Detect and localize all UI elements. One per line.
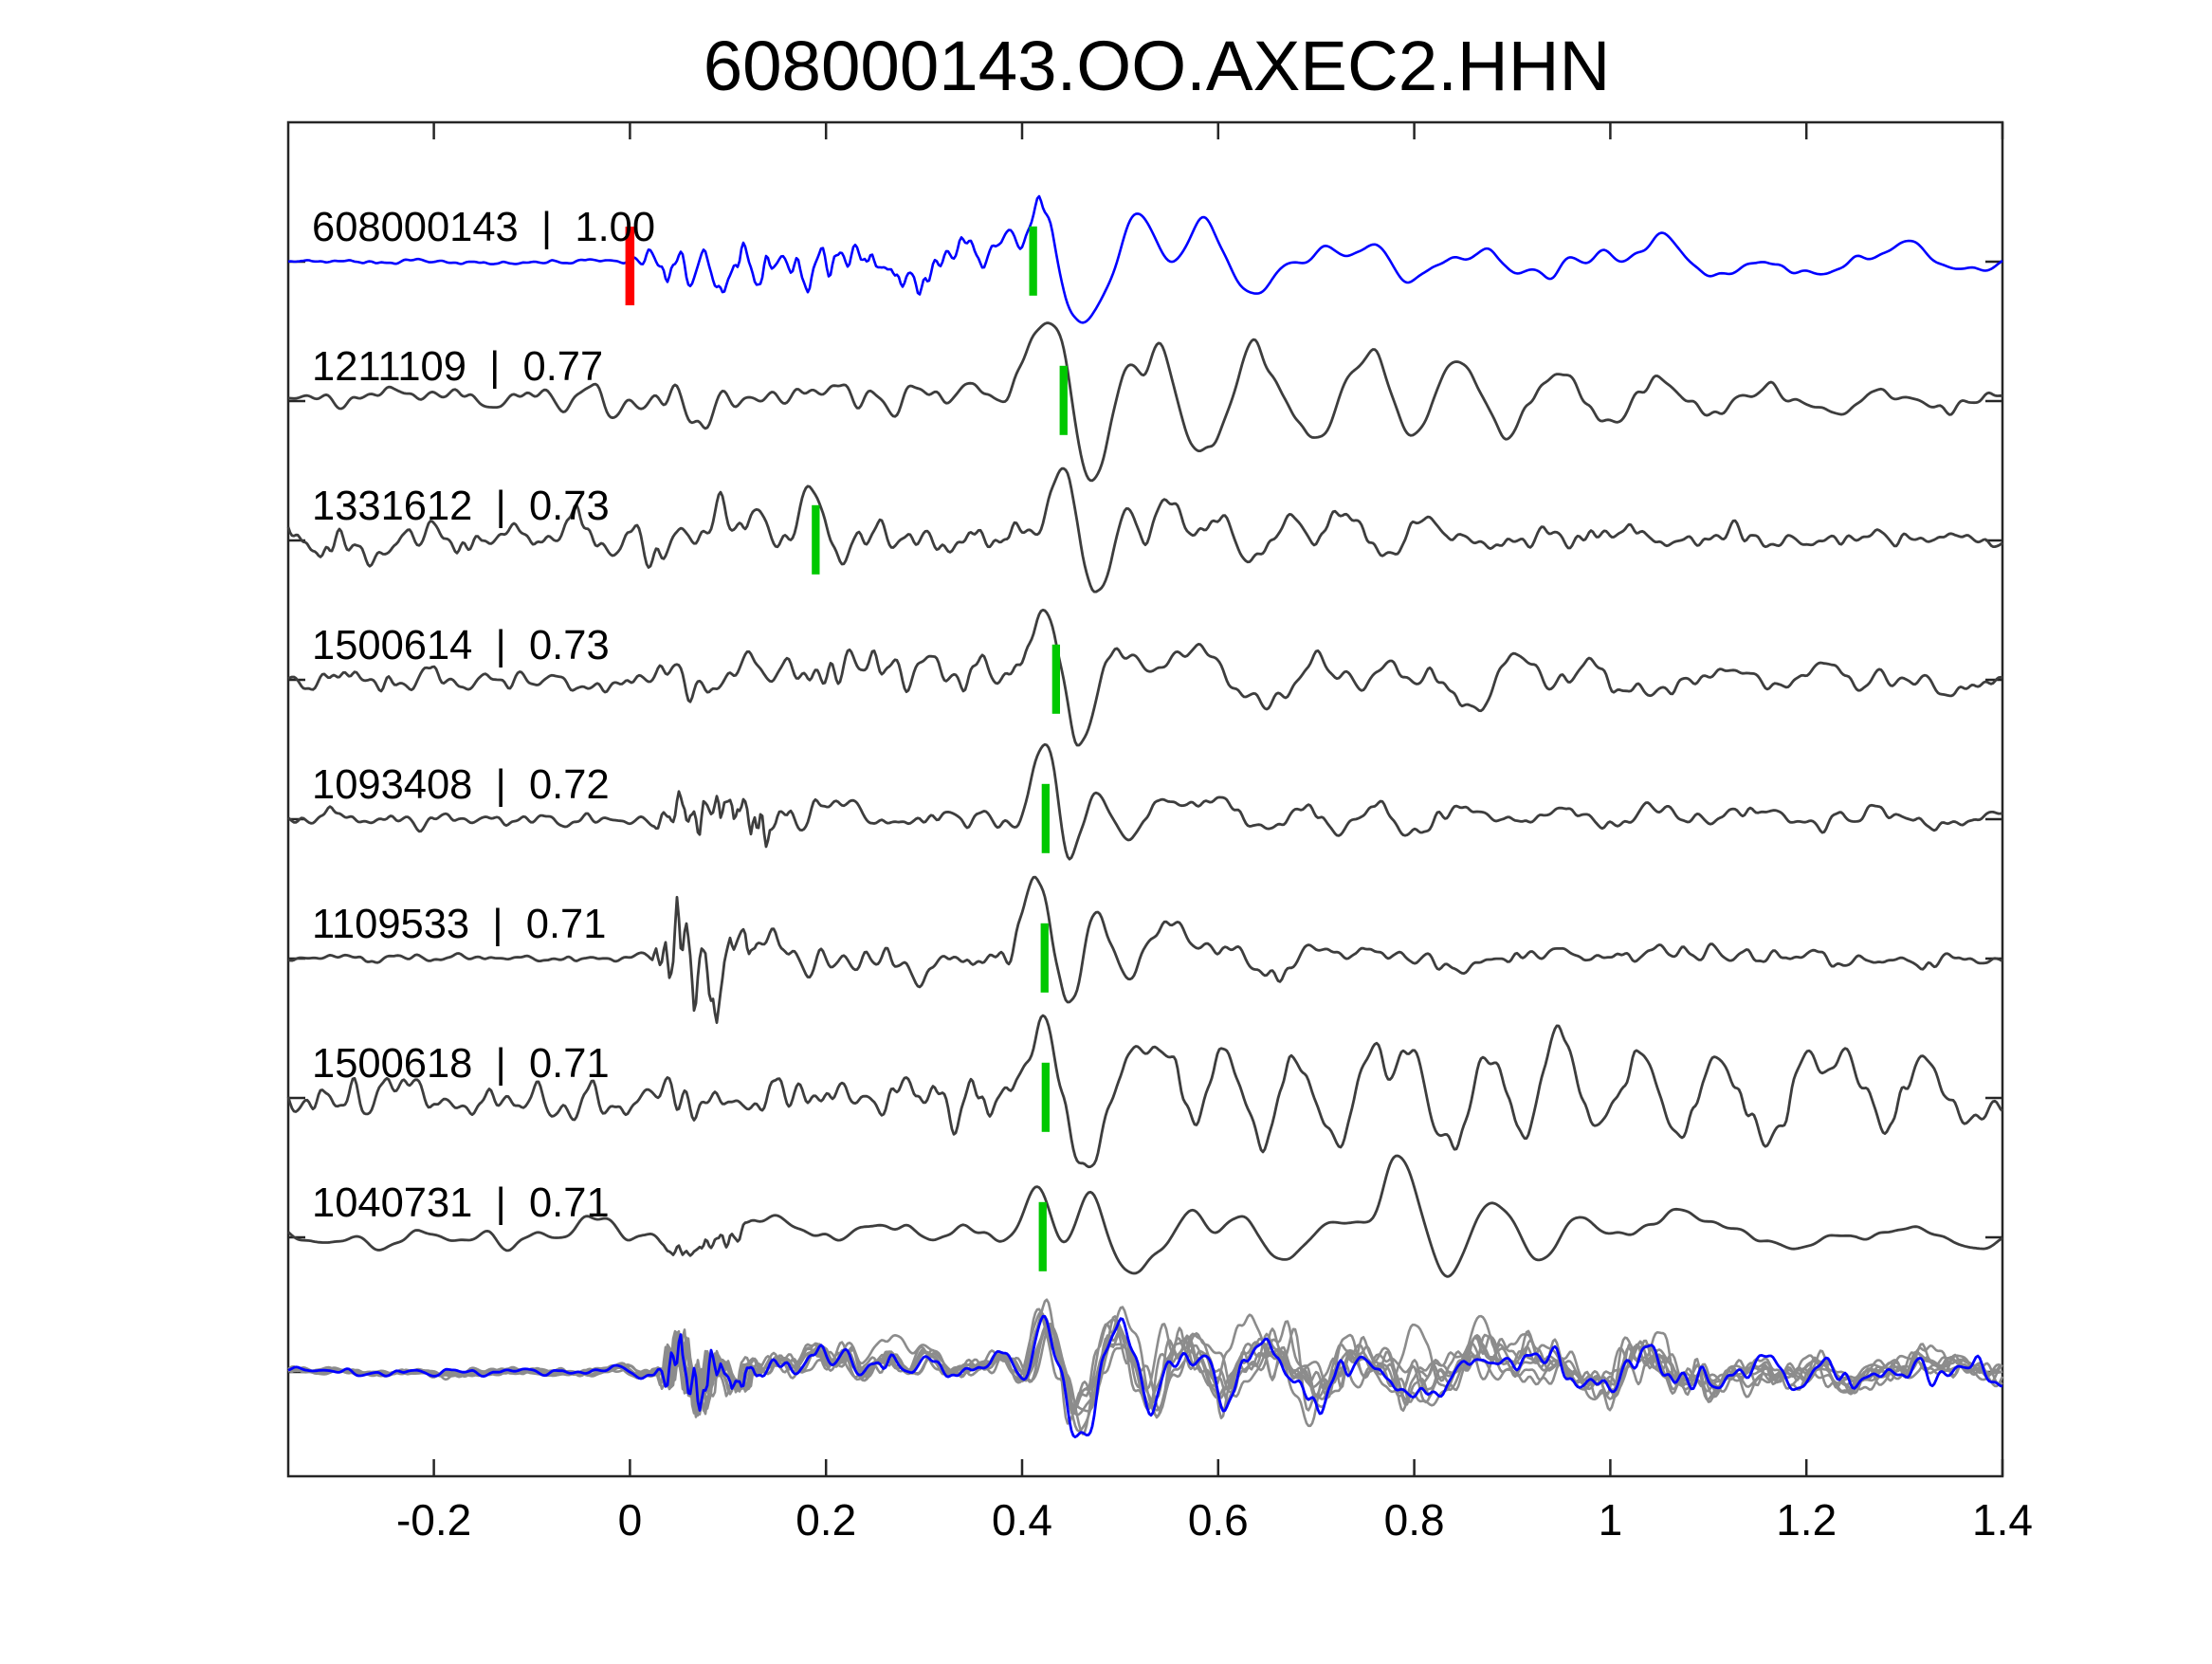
svg-text:0.4: 0.4: [992, 1495, 1052, 1545]
svg-text:1.2: 1.2: [1776, 1495, 1837, 1545]
svg-text:1500614 | 0.73: 1500614 | 0.73: [312, 623, 610, 668]
svg-text:1211109 | 0.77: 1211109 | 0.77: [312, 344, 603, 390]
svg-text:1040731 | 0.71: 1040731 | 0.71: [312, 1180, 610, 1226]
svg-text:0.8: 0.8: [1384, 1495, 1445, 1545]
svg-text:1331612 | 0.73: 1331612 | 0.73: [312, 484, 610, 529]
svg-text:0: 0: [618, 1495, 643, 1545]
svg-text:608000143 | 1.00: 608000143 | 1.00: [312, 205, 655, 250]
svg-text:1500618 | 0.71: 1500618 | 0.71: [312, 1041, 610, 1087]
svg-text:0.2: 0.2: [795, 1495, 856, 1545]
svg-text:1109533 | 0.71: 1109533 | 0.71: [312, 902, 606, 947]
svg-text:0.6: 0.6: [1188, 1495, 1249, 1545]
svg-text:1: 1: [1599, 1495, 1623, 1545]
svg-text:1093408 | 0.72: 1093408 | 0.72: [312, 762, 610, 808]
svg-text:1.4: 1.4: [1972, 1495, 2033, 1545]
svg-text:608000143.OO.AXEC2.HHN: 608000143.OO.AXEC2.HHN: [704, 27, 1611, 105]
svg-text:-0.2: -0.2: [396, 1495, 471, 1545]
